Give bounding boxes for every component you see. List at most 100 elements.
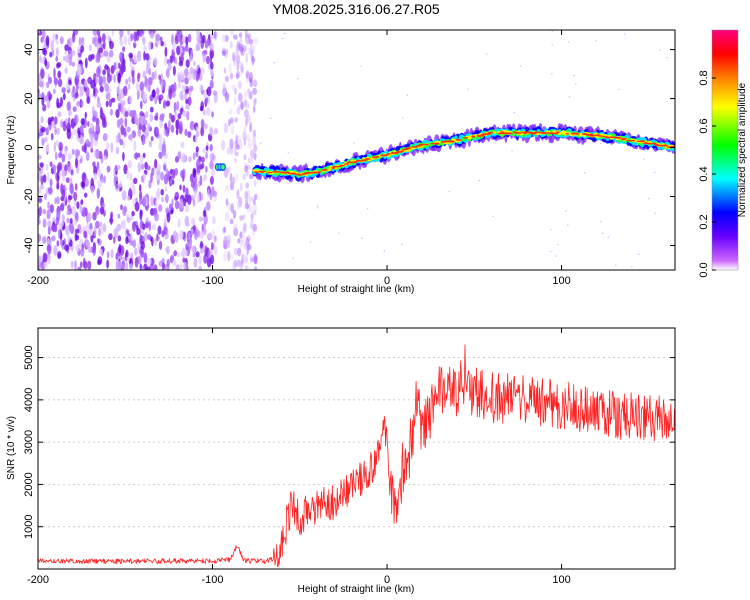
- spectrogram-noise-cell: [253, 37, 259, 45]
- spectrogram-noise-cell: [141, 125, 147, 133]
- spectrogram-noise-cell: [207, 189, 210, 197]
- spectrogram-ridge-cell: [421, 143, 426, 145]
- spectrogram-noise-cell: [243, 154, 247, 160]
- spectrogram-noise-cell: [60, 96, 63, 107]
- spectrogram-noise-cell: [223, 49, 229, 59]
- snr-y-tick-label: 3000: [23, 430, 35, 454]
- spectrogram-ridge-cell: [253, 171, 260, 173]
- spectrogram-noise-cell: [225, 48, 229, 55]
- spectrogram-noise-cell: [174, 57, 178, 65]
- spectrogram-noise-cell: [42, 30, 46, 39]
- spectrogram-noise-cell: [165, 168, 169, 175]
- spectrogram-noise-cell: [238, 32, 243, 38]
- spectrogram-noise-cell: [109, 74, 113, 82]
- spectrogram-noise-cell: [108, 49, 114, 58]
- spectrogram-noise-cell: [666, 56, 668, 59]
- spectrogram-noise-cell: [176, 45, 181, 56]
- spectrogram-noise-cell: [189, 85, 194, 92]
- spectrogram-noise-cell: [93, 226, 97, 237]
- spectrogram-noise-cell: [45, 35, 50, 47]
- spectrogram-noise-cell: [200, 118, 205, 129]
- spectrogram-noise-cell: [249, 173, 254, 180]
- spectrogram-noise-cell: [207, 249, 211, 260]
- spectrogram-noise-cell: [631, 266, 633, 268]
- spectrogram-noise-cell: [119, 138, 124, 146]
- spectrogram-noise-cell: [141, 265, 145, 270]
- spectrogram-noise-cell: [248, 91, 253, 100]
- spectrogram-noise-cell: [150, 136, 154, 142]
- spectrogram-noise-cell: [131, 130, 136, 139]
- spectrogram-noise-cell: [236, 40, 241, 50]
- spectrogram-noise-cell: [90, 234, 94, 243]
- spectrogram-noise-cell: [147, 234, 152, 240]
- spectrogram-noise-cell: [173, 250, 178, 257]
- spectrogram-noise-cell: [56, 240, 60, 247]
- spectrogram-ridge-cell: [457, 139, 462, 141]
- spectrogram-noise-cell: [154, 237, 157, 246]
- spectrogram-noise-cell: [95, 124, 100, 132]
- spectrogram-noise-cell: [52, 33, 57, 43]
- spectrogram-noise-cell: [163, 173, 169, 185]
- spectrogram-noise-cell: [224, 211, 230, 222]
- colorbar-ticks: 0.0 0.2 0.4 0.6 0.8: [698, 70, 716, 278]
- spectrogram-noise-cell: [74, 88, 78, 94]
- spectrogram-noise-cell: [40, 36, 44, 43]
- spectrogram-noise-cell: [247, 47, 251, 55]
- spectrogram-noise-cell: [253, 98, 257, 106]
- spectrogram-noise-cell: [42, 174, 47, 183]
- spectrogram-noise-cell: [250, 219, 254, 229]
- spectrogram-plot-area: [38, 30, 675, 270]
- spectrogram-noise-cell: [165, 68, 170, 78]
- spectrogram-noise-cell: [156, 187, 160, 197]
- spectrogram-noise-cell: [189, 173, 194, 183]
- spectrogram-noise-cell: [87, 121, 90, 127]
- spectrogram-noise-cell: [166, 258, 170, 267]
- spectrogram-noise-cell: [139, 209, 143, 221]
- snr-frame: [37, 327, 676, 570]
- spectrogram-noise-cell: [240, 63, 244, 74]
- spectrogram-ridge-cell: [298, 174, 303, 176]
- spectrogram-ridge-layer: [214, 123, 675, 184]
- spectrogram-noise-cell: [47, 172, 50, 183]
- spectrogram-noise-cell: [200, 156, 205, 163]
- spectrogram-x-label: Height of straight line (km): [298, 284, 415, 295]
- spectrogram-noise-cell: [568, 95, 571, 98]
- spectrogram-noise-cell: [119, 117, 124, 126]
- spectrogram-noise-cell: [254, 254, 258, 265]
- spectrogram-noise-cell: [245, 237, 250, 248]
- spectrogram-noise-cell: [245, 100, 250, 109]
- spectrogram-noise-cell: [55, 216, 59, 226]
- spectrogram-noise-cell: [66, 101, 71, 112]
- spectrogram-noise-cell: [492, 215, 494, 218]
- spectrogram-noise-cell: [200, 67, 205, 75]
- spectrogram-noise-cell: [238, 237, 243, 244]
- spectrogram-noise-cell: [88, 229, 93, 237]
- spectrogram-noise-cell: [175, 232, 179, 243]
- spectrogram-noise-cell: [145, 128, 149, 139]
- spectrogram-noise-cell: [242, 234, 246, 243]
- spectrogram-noise-cell: [211, 186, 215, 197]
- spectrogram-noise-cell: [84, 79, 89, 88]
- spectrogram-ridge-cell: [340, 164, 346, 167]
- spectrogram-noise-cell: [115, 252, 119, 261]
- spectrogram-noise-cell: [154, 158, 158, 169]
- spectrogram-noise-cell: [109, 218, 114, 224]
- spectrogram-ridge-cell: [221, 164, 225, 170]
- spectrogram-noise-cell: [128, 52, 133, 59]
- spectrogram-noise-cell: [116, 85, 121, 95]
- snr-x-tick-label: 100: [552, 574, 570, 586]
- spectrogram-noise-cell: [142, 195, 147, 207]
- spectrogram-noise-cell: [224, 184, 230, 192]
- spectrogram-ridge-cell: [565, 133, 569, 135]
- spectrogram-noise-cell: [42, 236, 47, 244]
- spectrogram-noise-cell: [188, 156, 192, 163]
- spectrogram-noise-cell: [643, 158, 645, 160]
- spectrogram-noise-cell: [58, 141, 63, 152]
- spectrogram-noise-cell: [54, 151, 58, 161]
- spectrogram-noise-cell: [247, 103, 251, 109]
- spectrogram-noise-cell: [177, 218, 181, 228]
- spectrogram-noise-cell: [595, 40, 597, 42]
- spectrogram-noise-cell: [71, 148, 75, 155]
- spectrogram-noise-cell: [221, 227, 227, 234]
- spectrogram-noise-cell: [607, 236, 610, 239]
